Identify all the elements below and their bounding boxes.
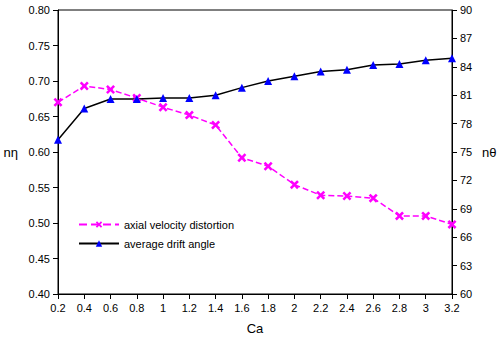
svg-text:66: 66 <box>460 231 472 243</box>
svg-text:axial velocity distortion: axial velocity distortion <box>124 219 234 231</box>
svg-text:0.45: 0.45 <box>29 253 50 265</box>
svg-text:2.4: 2.4 <box>339 302 354 314</box>
svg-text:0.70: 0.70 <box>29 75 50 87</box>
svg-text:84: 84 <box>460 61 472 73</box>
svg-text:2: 2 <box>291 302 297 314</box>
svg-text:nη: nη <box>4 145 18 160</box>
svg-text:90: 90 <box>460 4 472 16</box>
svg-text:nθ: nθ <box>482 145 496 160</box>
svg-text:1.4: 1.4 <box>208 302 223 314</box>
svg-text:0.6: 0.6 <box>103 302 118 314</box>
svg-text:63: 63 <box>460 260 472 272</box>
svg-text:Ca: Ca <box>247 321 264 336</box>
svg-text:1.2: 1.2 <box>182 302 197 314</box>
svg-text:60: 60 <box>460 288 472 300</box>
svg-text:69: 69 <box>460 203 472 215</box>
svg-text:3.2: 3.2 <box>444 302 459 314</box>
svg-text:0.55: 0.55 <box>29 182 50 194</box>
svg-text:78: 78 <box>460 118 472 130</box>
svg-text:0.2: 0.2 <box>50 302 65 314</box>
svg-text:1.6: 1.6 <box>234 302 249 314</box>
svg-text:75: 75 <box>460 146 472 158</box>
svg-text:0.80: 0.80 <box>29 4 50 16</box>
svg-text:0.50: 0.50 <box>29 217 50 229</box>
svg-text:87: 87 <box>460 32 472 44</box>
svg-text:0.75: 0.75 <box>29 40 50 52</box>
svg-text:2.2: 2.2 <box>313 302 328 314</box>
svg-text:0.65: 0.65 <box>29 111 50 123</box>
svg-text:1.8: 1.8 <box>260 302 275 314</box>
svg-text:2.8: 2.8 <box>392 302 407 314</box>
svg-text:72: 72 <box>460 174 472 186</box>
svg-text:0.8: 0.8 <box>129 302 144 314</box>
svg-text:average drift angle: average drift angle <box>124 238 215 250</box>
svg-text:0.60: 0.60 <box>29 146 50 158</box>
svg-text:0.40: 0.40 <box>29 288 50 300</box>
svg-text:3: 3 <box>423 302 429 314</box>
svg-text:0.4: 0.4 <box>77 302 92 314</box>
svg-text:81: 81 <box>460 89 472 101</box>
svg-text:1: 1 <box>160 302 166 314</box>
svg-text:2.6: 2.6 <box>366 302 381 314</box>
